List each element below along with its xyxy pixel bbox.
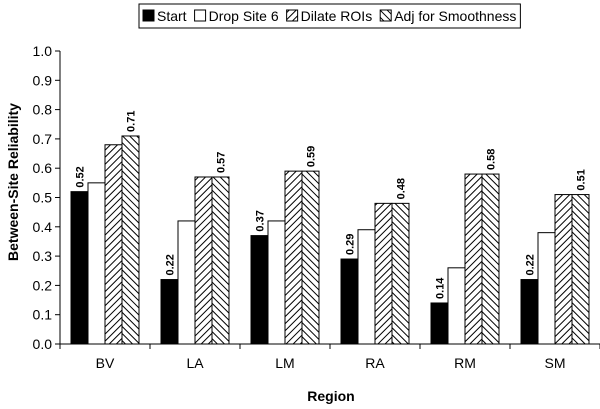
legend-item-drop-site-6: Drop Site 6 xyxy=(194,8,279,24)
legend-label-drop-site-6: Drop Site 6 xyxy=(209,8,279,24)
data-label-start-ra: 0.29 xyxy=(345,234,357,255)
bar-start-la xyxy=(160,279,179,345)
x-tick-label: BV xyxy=(96,355,115,371)
y-tick-label: 0.6 xyxy=(33,160,53,176)
legend-label-start: Start xyxy=(157,8,187,24)
y-tick-label: 0.8 xyxy=(33,102,53,118)
bar-adj-for-smoothness-la xyxy=(211,176,230,345)
y-tick-label: 0.2 xyxy=(33,277,53,293)
bar-dilate-rois-ra xyxy=(374,202,393,345)
y-tick-label: 0.0 xyxy=(33,336,53,352)
bars: 0.52 0.71 0.22 0.57 0.37 0.59 0.29 0.48 0.14 0.58… xyxy=(70,111,590,345)
bar-adj-for-smoothness-rm xyxy=(481,173,500,345)
legend-swatch-dilate-rois xyxy=(286,9,299,22)
legend-item-start: Start xyxy=(142,8,187,24)
legend-swatch-drop-site-6 xyxy=(194,9,207,22)
legend: Start Drop Site 6 Dilate ROIs Adj for Smoot… xyxy=(138,3,521,29)
data-label-start-la: 0.22 xyxy=(165,254,177,275)
y-tick-label: 0.9 xyxy=(33,72,53,88)
legend-label-dilate-rois: Dilate ROIs xyxy=(301,8,373,24)
bar-drop-site-6-ra xyxy=(357,229,376,345)
y-tick-label: 0.4 xyxy=(33,219,53,235)
y-axis: 0.0 0.1 0.2 0.3 0.4 0.5 0.6 0.7 0.8 0.9 1.0 xyxy=(33,43,61,352)
bar-drop-site-6-la xyxy=(177,220,196,345)
bar-dilate-rois-bv xyxy=(104,144,123,345)
data-label-adj-for-smoothness-la: 0.57 xyxy=(216,152,228,173)
bar-drop-site-6-bv xyxy=(87,182,106,345)
legend-swatch-start xyxy=(142,9,155,22)
x-axis-title: Region xyxy=(307,388,354,404)
bar-start-sm xyxy=(520,279,539,345)
bar-adj-for-smoothness-bv xyxy=(121,135,140,345)
data-label-start-sm: 0.22 xyxy=(525,254,537,275)
data-label-start-lm: 0.37 xyxy=(255,210,267,231)
data-label-adj-for-smoothness-bv: 0.71 xyxy=(126,111,138,132)
bar-adj-for-smoothness-ra xyxy=(391,202,410,345)
x-tick-label: RA xyxy=(365,355,385,371)
data-label-start-bv: 0.52 xyxy=(75,166,87,187)
x-tick-label: RM xyxy=(454,355,476,371)
y-tick-label: 0.1 xyxy=(33,307,53,323)
bar-drop-site-6-sm xyxy=(537,232,556,345)
bar-start-lm xyxy=(250,235,269,345)
data-label-adj-for-smoothness-sm: 0.51 xyxy=(576,169,588,190)
legend-label-adj-for-smoothness: Adj for Smoothness xyxy=(394,8,516,24)
bar-drop-site-6-lm xyxy=(267,220,286,345)
bar-adj-for-smoothness-sm xyxy=(571,194,590,345)
legend-item-adj-for-smoothness: Adj for Smoothness xyxy=(379,8,516,24)
bar-dilate-rois-rm xyxy=(464,173,483,345)
bar-drop-site-6-rm xyxy=(447,267,466,345)
bar-adj-for-smoothness-lm xyxy=(301,170,320,345)
bar-dilate-rois-sm xyxy=(554,194,573,345)
data-label-start-rm: 0.14 xyxy=(435,277,447,299)
legend-item-dilate-rois: Dilate ROIs xyxy=(286,8,373,24)
bar-start-bv xyxy=(70,191,89,345)
bar-start-ra xyxy=(340,258,359,345)
x-tick-label: SM xyxy=(545,355,566,371)
bar-dilate-rois-lm xyxy=(284,170,303,345)
y-tick-label: 1.0 xyxy=(33,43,53,59)
x-tick-label: LA xyxy=(186,355,204,371)
x-axis: BV LA LM RA RM SM xyxy=(59,343,600,371)
y-axis-title: Between-Site Reliability xyxy=(5,103,21,261)
bar-dilate-rois-la xyxy=(194,176,213,345)
y-tick-label: 0.5 xyxy=(33,190,53,206)
legend-items: Start Drop Site 6 Dilate ROIs Adj for Smoot… xyxy=(142,8,516,24)
data-label-adj-for-smoothness-ra: 0.48 xyxy=(396,178,408,199)
bar-start-rm xyxy=(430,302,449,345)
data-label-adj-for-smoothness-rm: 0.58 xyxy=(486,149,498,170)
legend-swatch-adj-for-smoothness xyxy=(379,9,392,22)
y-tick-label: 0.3 xyxy=(33,248,53,264)
data-label-adj-for-smoothness-lm: 0.59 xyxy=(306,146,318,167)
y-tick-label: 0.7 xyxy=(33,131,53,147)
x-tick-label: LM xyxy=(275,355,294,371)
